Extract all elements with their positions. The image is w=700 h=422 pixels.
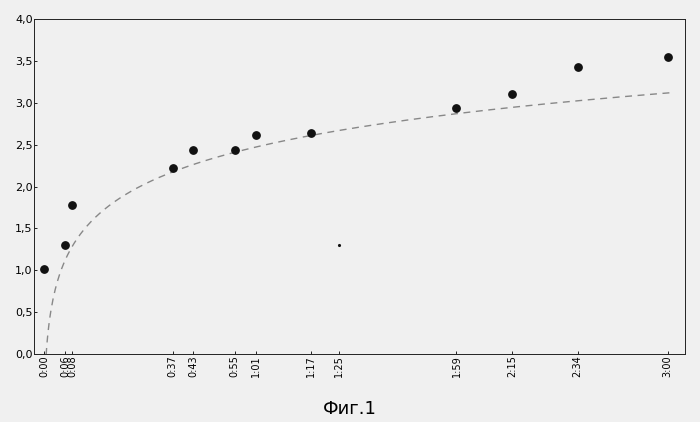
Point [572,63,583,70]
Point [451,105,462,111]
Point [38,265,50,272]
Point [506,91,517,98]
Text: Фиг.1: Фиг.1 [323,400,377,418]
Point [662,53,673,60]
Point [305,130,316,136]
Point [66,202,78,208]
Point [250,131,261,138]
Point [60,242,71,249]
Point [230,146,241,153]
Point [167,165,178,171]
Point [188,146,199,153]
